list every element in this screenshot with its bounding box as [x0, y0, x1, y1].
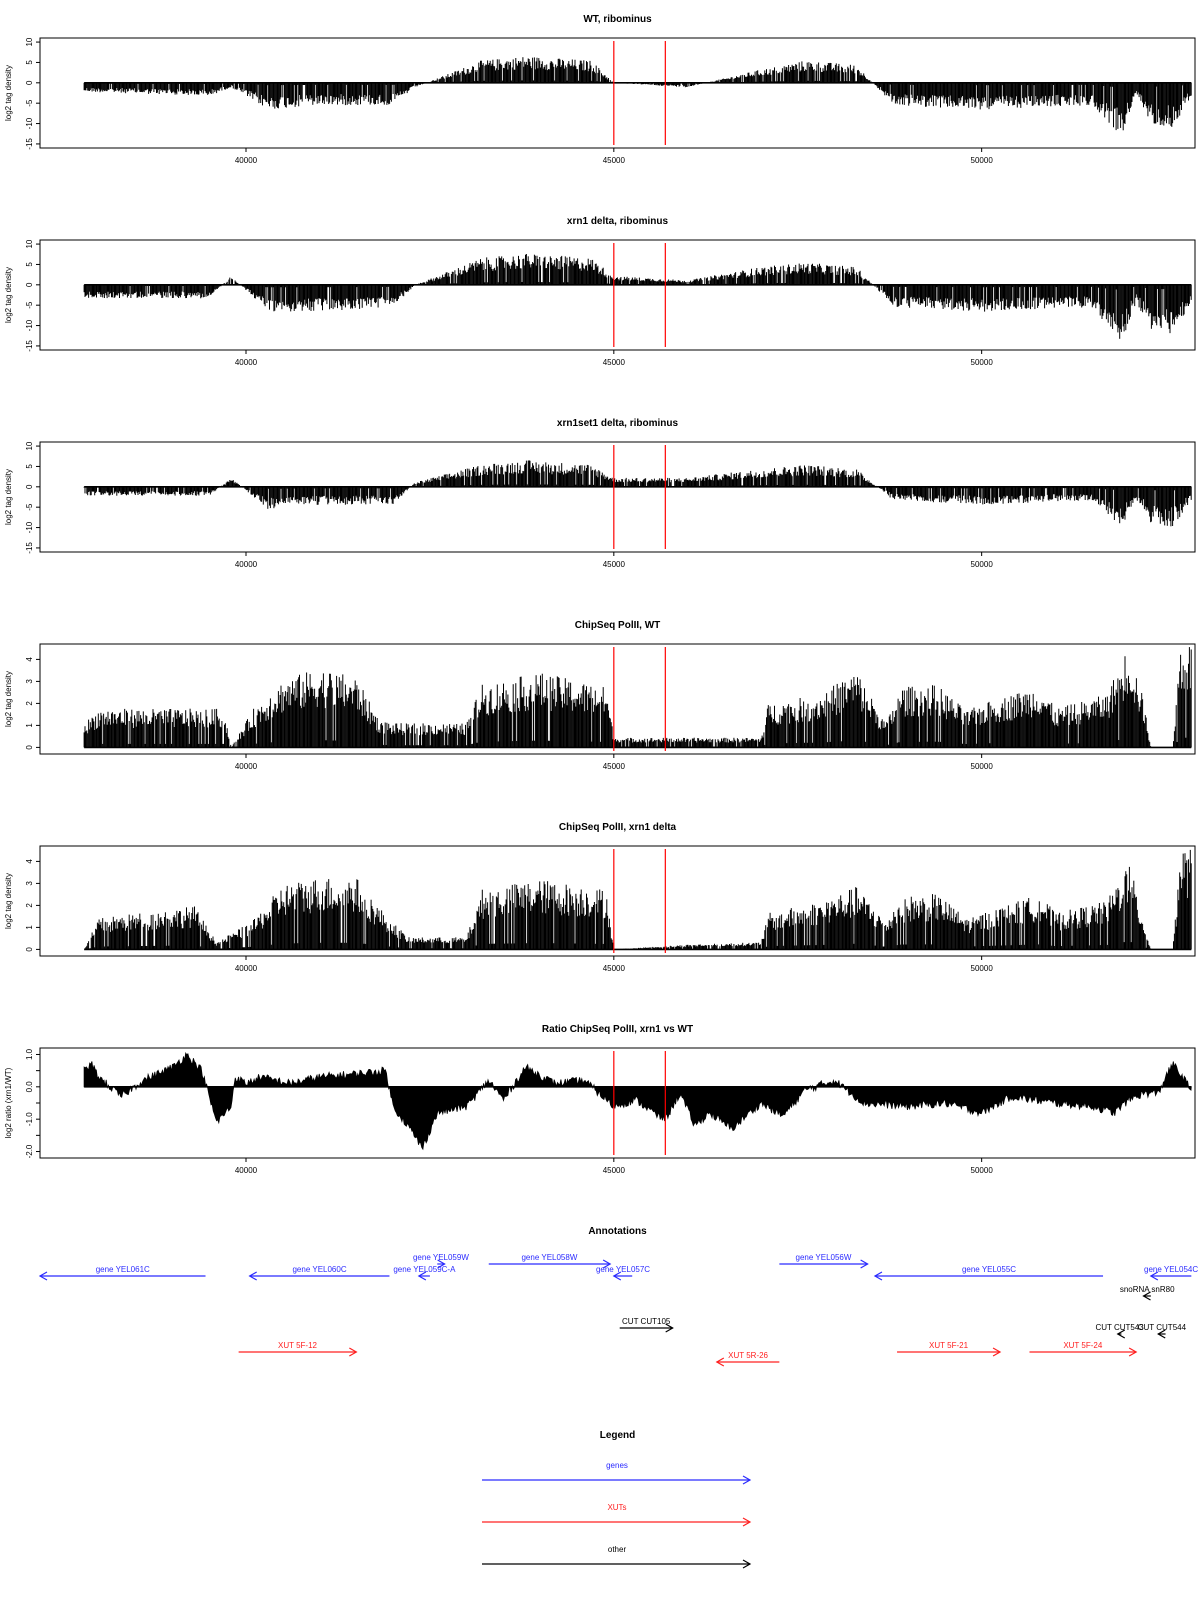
x-tick-label: 50000 — [971, 156, 994, 165]
x-tick-label: 50000 — [971, 358, 994, 367]
x-tick-label: 45000 — [603, 358, 626, 367]
chart-panel-3: xrn1set1 delta, ribominus log2 tag densit… — [4, 418, 1196, 569]
y-tick-label: -10 — [25, 117, 34, 129]
y-tick-label: -5 — [25, 99, 34, 107]
y-tick-label: 10 — [25, 37, 34, 46]
y-axis-label: log2 tag density — [4, 469, 13, 525]
y-tick-label: -15 — [25, 542, 34, 554]
y-tick-label: -10 — [25, 521, 34, 533]
y-tick-label: 0 — [25, 282, 34, 287]
y-tick-label: 10 — [25, 239, 34, 248]
data-bars — [83, 460, 1192, 527]
plot-frame — [39, 37, 1196, 149]
y-tick-label: 5 — [25, 60, 34, 65]
data-bars — [83, 254, 1192, 339]
x-tick-label: 40000 — [235, 358, 258, 367]
x-tick-label: 45000 — [603, 156, 626, 165]
plot-frame — [39, 239, 1196, 351]
y-tick-label: -5 — [25, 301, 34, 309]
x-tick-label: 45000 — [603, 560, 626, 569]
chart-title: ChipSeq PolII, WT — [575, 620, 661, 631]
y-tick-label: -5 — [25, 503, 34, 511]
y-tick-label: 5 — [25, 464, 34, 469]
chart-panel-2: xrn1 delta, ribominus log2 tag density 10 5… — [4, 216, 1196, 367]
data-bars — [83, 647, 1192, 748]
chart-title: xrn1 delta, ribominus — [567, 216, 669, 227]
y-axis-label: log2 tag density — [4, 267, 13, 323]
chart-panel-1: WT, ribominus log2 tag density 10 5 0 -5 -10 -1… — [4, 14, 1196, 165]
y-tick-label: 10 — [25, 441, 34, 450]
chart-title: WT, ribominus — [583, 14, 652, 25]
x-tick-label: 40000 — [235, 560, 258, 569]
y-axis-label: log2 tag density — [4, 671, 13, 727]
y-axis-label: log2 tag density — [4, 65, 13, 121]
x-tick-label: 50000 — [971, 560, 994, 569]
x-tick-label: 40000 — [235, 156, 258, 165]
chart-title: xrn1set1 delta, ribominus — [557, 418, 679, 429]
y-tick-label: -15 — [25, 138, 34, 150]
y-tick-label: 0 — [25, 484, 34, 489]
y-tick-label: 0 — [25, 80, 34, 85]
plot-frame — [39, 441, 1196, 553]
data-bars — [83, 57, 1192, 131]
y-tick-label: -10 — [25, 319, 34, 331]
y-tick-label: 5 — [25, 262, 34, 267]
y-tick-label: -15 — [25, 340, 34, 352]
